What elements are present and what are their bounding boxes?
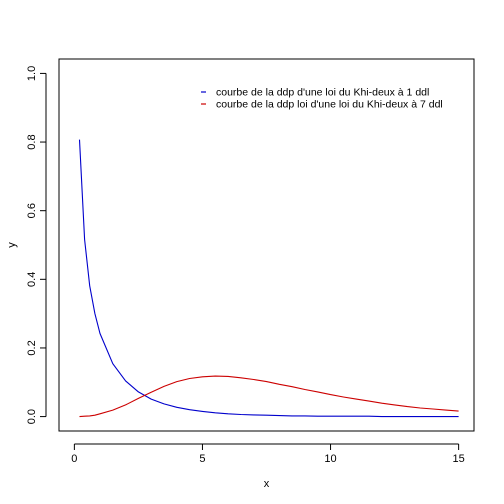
x-tick-label: 10 — [324, 453, 336, 465]
series-group — [78, 139, 459, 418]
x-tick-label: 15 — [453, 453, 465, 465]
plot-frame — [58, 58, 475, 432]
y-tick-label: 0.8 — [26, 134, 38, 149]
series-line-2 — [79, 375, 459, 418]
x-tick-label: 0 — [71, 453, 77, 465]
axes: 0 5 10 15 0.0 0.2 0.4 0.6 0.8 1.0 — [26, 66, 465, 465]
legend-entry-1: courbe de la ddp d'une loi du Khi-deux à… — [216, 87, 429, 99]
x-axis-title: x — [264, 478, 270, 490]
plot-area — [58, 58, 475, 432]
y-tick-label: 1.0 — [26, 66, 38, 81]
y-tick-label: 0.6 — [26, 203, 38, 218]
y-tick-label: 0.4 — [26, 272, 38, 287]
legend: courbe de la ddp d'une loi du Khi-deux à… — [201, 87, 443, 111]
y-tick-label: 0.2 — [26, 340, 38, 355]
series-line-1 — [78, 139, 459, 418]
legend-entry-2: courbe de la ddp loi d'une loi du Khi-de… — [216, 99, 443, 111]
y-axis-title: y — [6, 242, 18, 248]
y-tick-label: 0.0 — [26, 409, 38, 424]
x-tick-label: 5 — [199, 453, 205, 465]
